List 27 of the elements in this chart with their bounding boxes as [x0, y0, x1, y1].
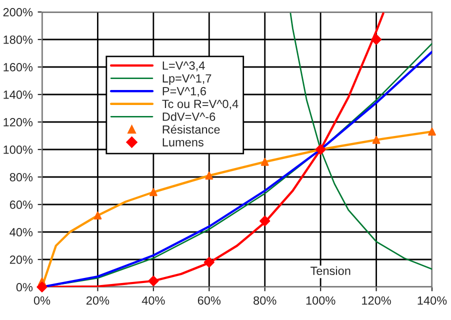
- x-tick-label: 100%: [306, 296, 336, 305]
- legend-label: Tc ou R=V^0,4: [162, 100, 238, 110]
- x-tick-label: 120%: [362, 296, 391, 305]
- legend-label: P=V^1,6: [162, 86, 206, 97]
- y-tick-label: 180%: [4, 36, 33, 44]
- y-tick-label: 100%: [4, 146, 33, 154]
- y-tick-label: 0%: [16, 283, 33, 292]
- x-tick-label: 60%: [198, 296, 221, 305]
- y-tick-label: 140%: [4, 90, 33, 99]
- x-tick-label: 140%: [418, 296, 447, 305]
- x-tick-label: 40%: [142, 296, 165, 305]
- y-tick-label: 40%: [10, 228, 33, 236]
- x-axis-title: Tension: [310, 266, 350, 276]
- y-tick-label: 200%: [3, 8, 33, 16]
- y-tick-label: 120%: [4, 118, 33, 126]
- x-tick-label: 0%: [34, 296, 50, 305]
- y-tick-label: 60%: [10, 200, 33, 209]
- legend-label: Lp=V^1,7: [162, 74, 212, 85]
- y-tick-label: 20%: [10, 256, 33, 264]
- legend-label: Lumens: [162, 138, 204, 146]
- y-tick-label: 160%: [4, 63, 33, 72]
- legend-label: L=V^3,4: [162, 61, 205, 72]
- y-tick-label: 80%: [10, 173, 33, 182]
- legend-label: Résistance: [162, 124, 220, 134]
- x-tick-label: 20%: [86, 296, 110, 305]
- legend-label: DdV=V^-6: [162, 112, 216, 121]
- x-tick-label: 80%: [254, 296, 276, 305]
